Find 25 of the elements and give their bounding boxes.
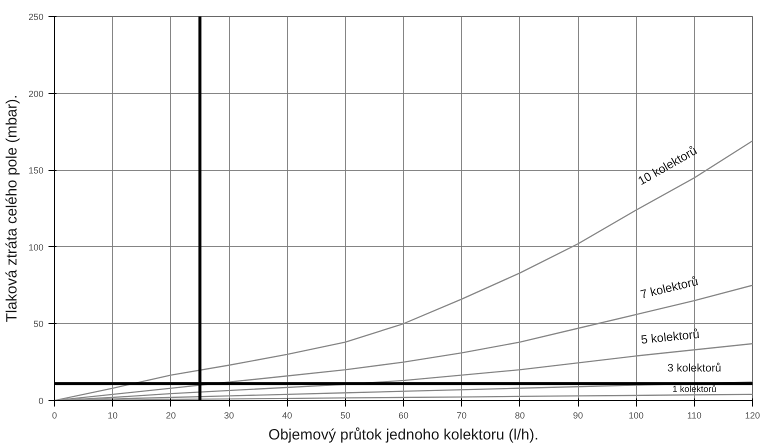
x-axis-title: Objemový průtok jednoho kolektoru (l/h).	[268, 426, 539, 444]
x-tick-label: 60	[398, 410, 409, 420]
x-tick-label: 120	[744, 410, 760, 420]
y-tick-label: 200	[28, 88, 44, 99]
x-tick-label: 0	[52, 410, 58, 420]
series-label: 3 kolektorů	[667, 362, 722, 375]
x-tick-label: 70	[456, 410, 467, 420]
x-tick-label: 20	[166, 410, 176, 420]
x-tick-label: 10	[108, 410, 118, 420]
x-tick-label: 50	[340, 410, 350, 420]
y-tick-label: 150	[28, 166, 44, 176]
y-tick-label: 50	[33, 319, 44, 330]
x-tick-label: 80	[514, 410, 525, 420]
x-tick-label: 110	[687, 410, 702, 420]
text: 5 kolektorů	[640, 326, 700, 347]
series-label: 1 kolektorů	[672, 384, 716, 394]
y-tick-label: 100	[28, 242, 44, 252]
y-axis-title: Tlaková ztráta celého pole (mbar).	[3, 94, 20, 322]
y-tick-label: 0	[38, 396, 44, 406]
x-tick-label: 40	[282, 410, 292, 420]
x-tick-label: 100	[628, 410, 644, 420]
text: 7 kolektorů	[639, 274, 700, 302]
y-tick-label: 250	[28, 12, 44, 22]
x-tick-label: 90	[572, 410, 584, 420]
x-tick-label: 30	[224, 410, 234, 420]
